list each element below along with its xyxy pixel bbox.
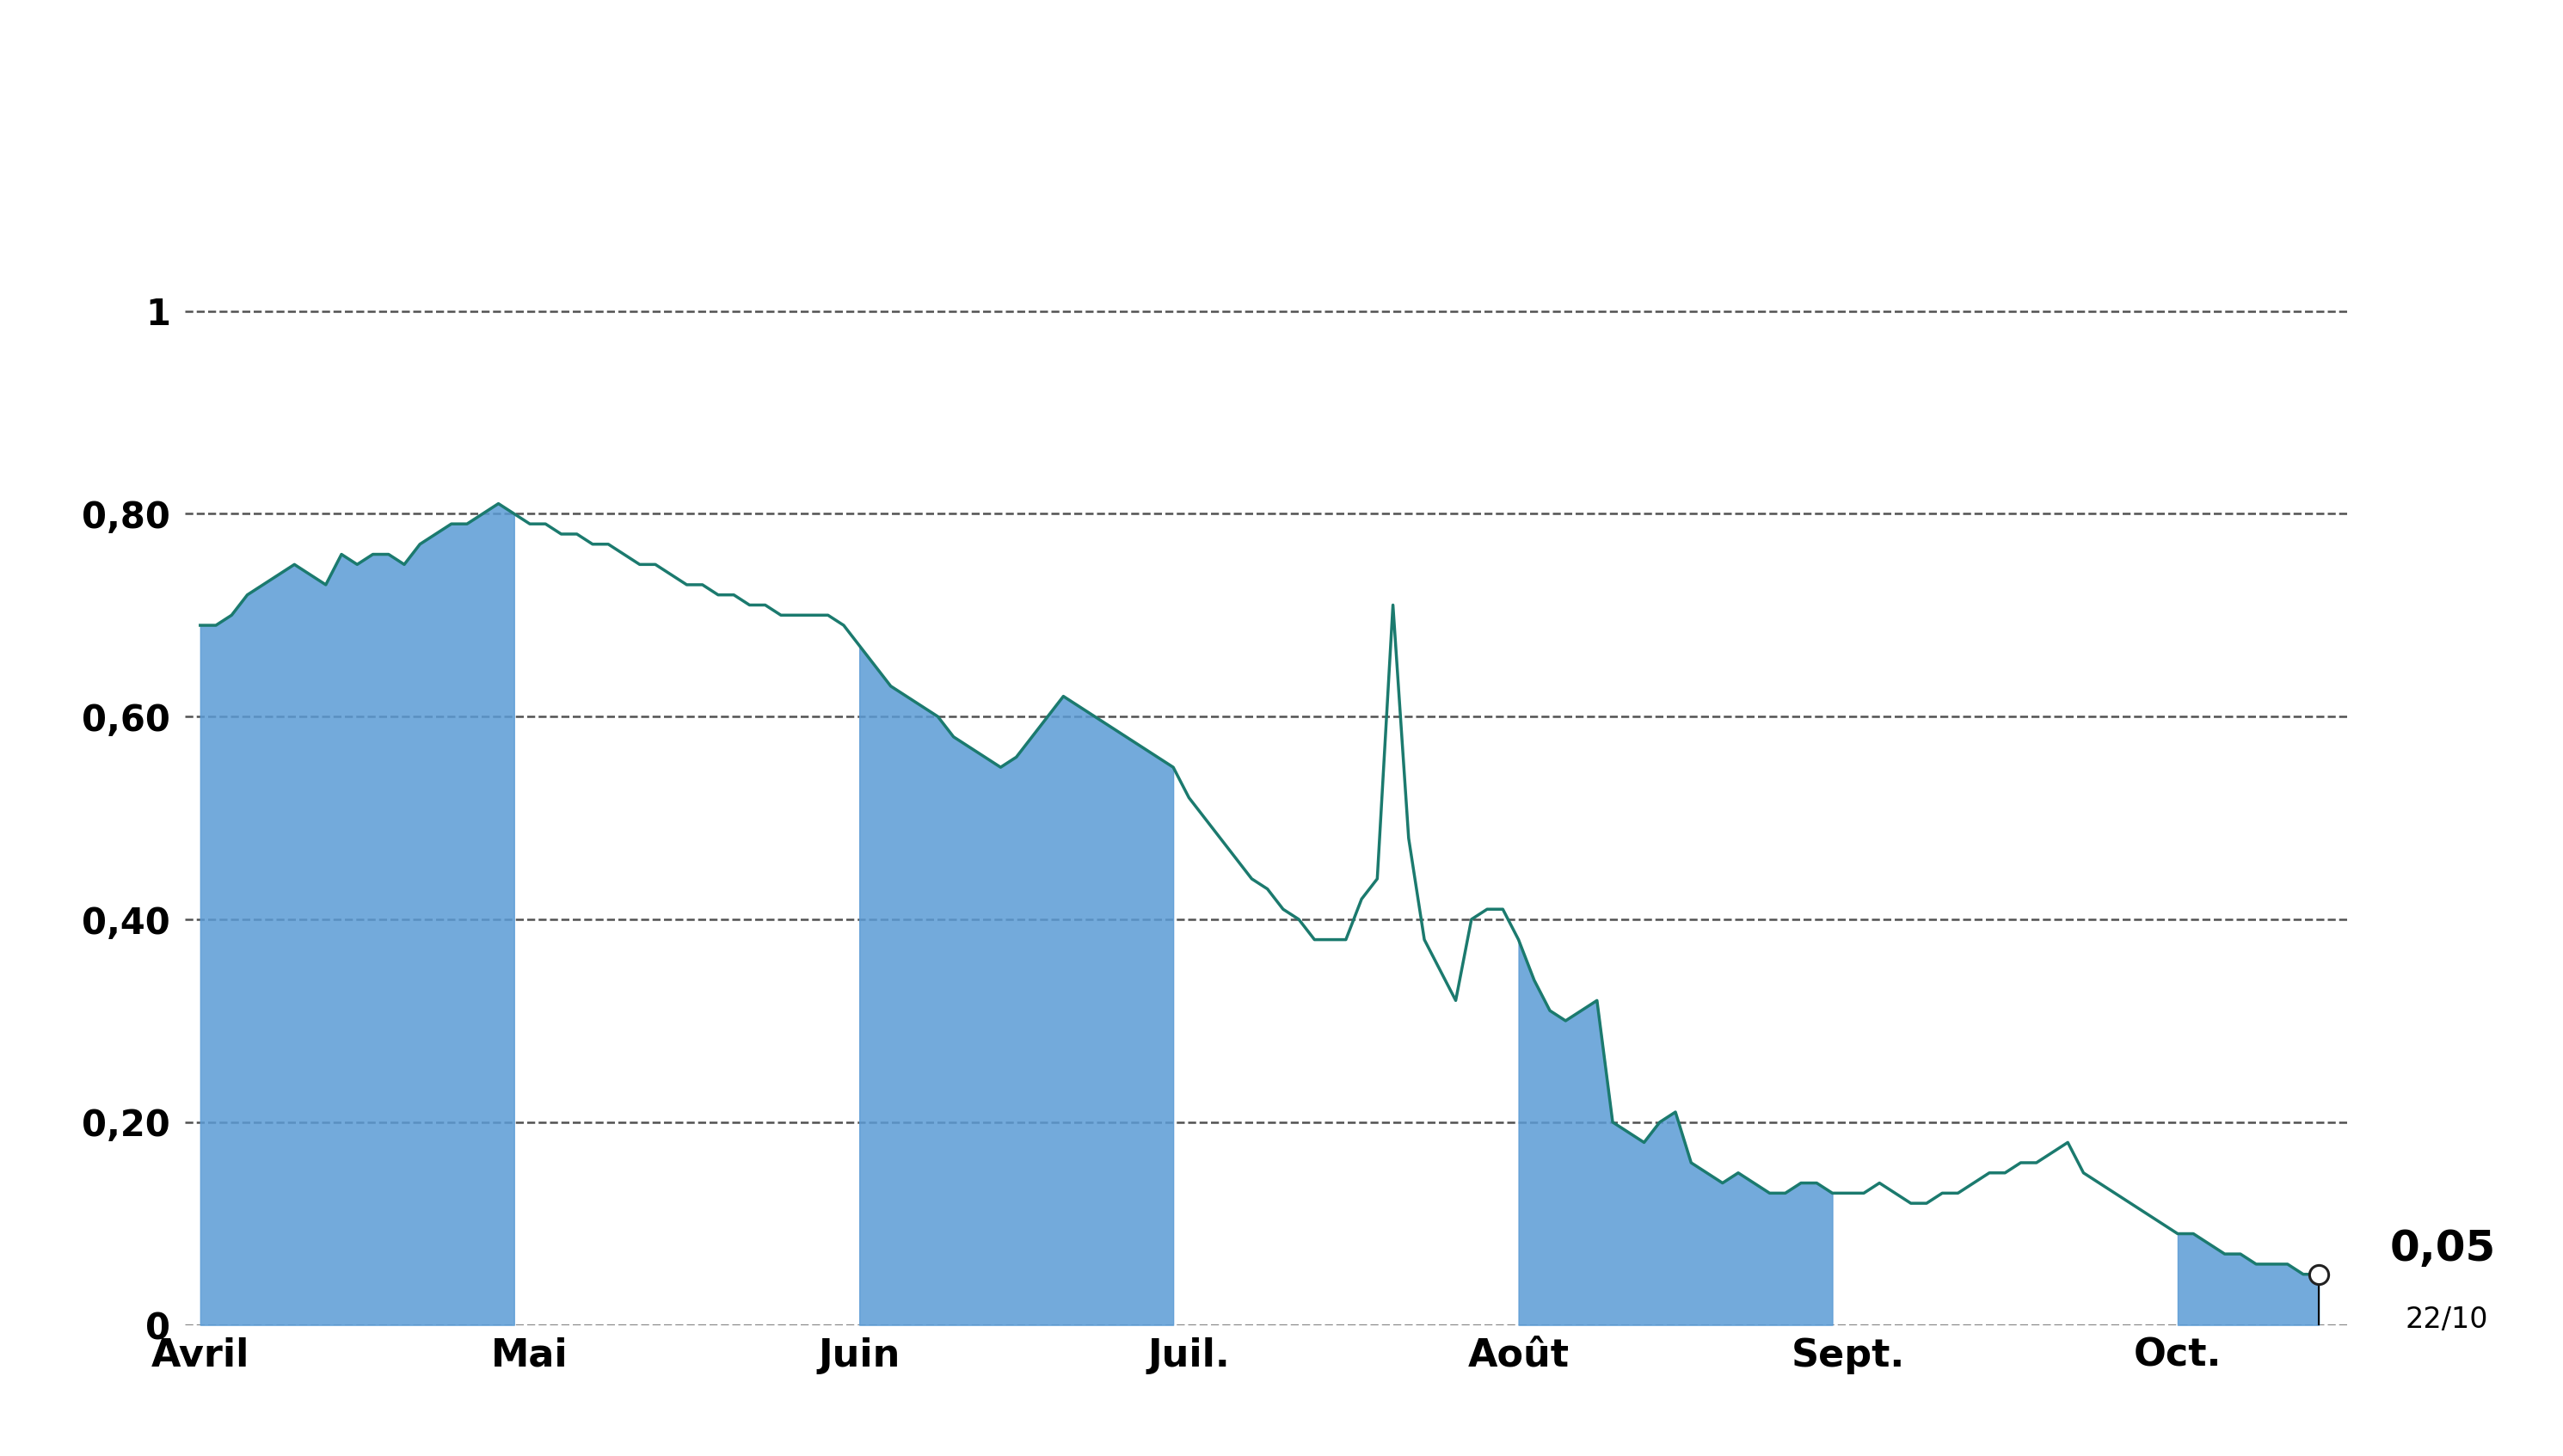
Text: 22/10: 22/10 [2404, 1306, 2489, 1334]
Text: Vicinity Motor Corp.: Vicinity Motor Corp. [810, 23, 1753, 105]
Text: 0,05: 0,05 [2389, 1229, 2496, 1270]
